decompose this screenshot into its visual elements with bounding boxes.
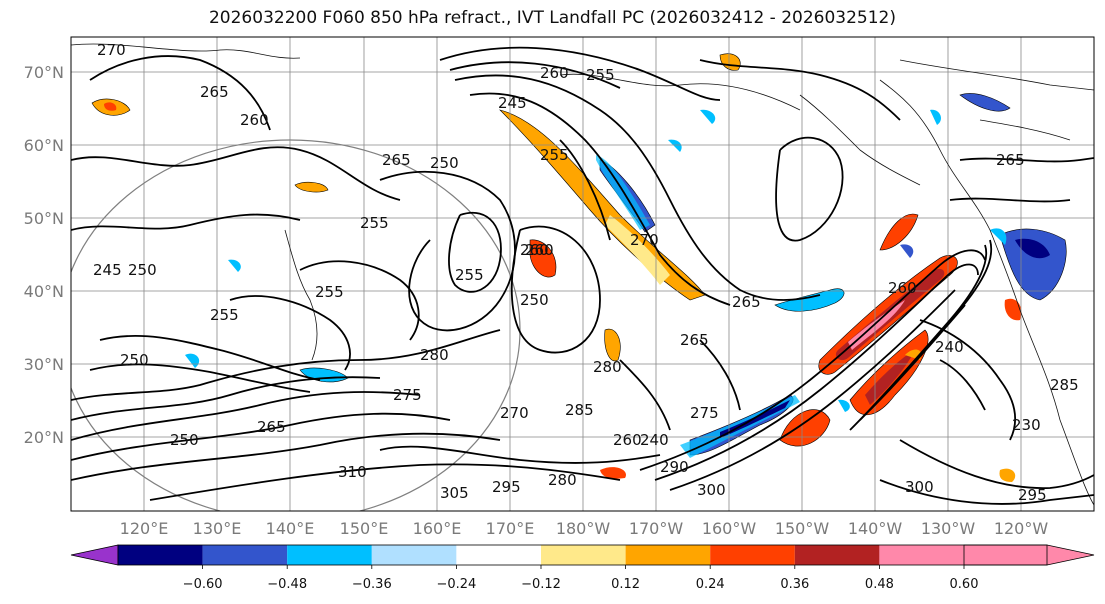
refractivity-contours bbox=[71, 46, 1094, 505]
contour-label: 290 bbox=[660, 458, 689, 476]
contour-label: 260 bbox=[888, 279, 917, 297]
contour-label: 255 bbox=[360, 214, 389, 232]
contour-label: 265 bbox=[680, 331, 709, 349]
colorbar-swatch bbox=[118, 545, 203, 565]
lon-label: 160°W bbox=[702, 519, 757, 538]
contour-label: 255 bbox=[586, 66, 615, 84]
contour-label: 285 bbox=[565, 401, 594, 419]
colorbar-tick-label: −0.12 bbox=[521, 577, 561, 592]
contour-label: 250 bbox=[128, 261, 157, 279]
colorbar: −0.60 −0.48 −0.36 −0.24 −0.12 0.12 0.24 … bbox=[70, 544, 1095, 592]
colorbar-tick-label: 0.48 bbox=[865, 577, 894, 592]
contour-label: 270 bbox=[630, 231, 659, 249]
coastlines bbox=[71, 43, 1094, 506]
lon-label: 170°E bbox=[486, 519, 535, 538]
colorbar-swatch bbox=[625, 545, 711, 565]
lat-label: 50°N bbox=[24, 209, 64, 228]
colorbar-tick-label: −0.48 bbox=[267, 577, 307, 592]
lon-label: 140°E bbox=[266, 519, 315, 538]
contour-label: 270 bbox=[97, 41, 126, 59]
contour-label: 250 bbox=[170, 431, 199, 449]
contour-label: 240 bbox=[935, 338, 964, 356]
contour-label: 245 bbox=[93, 261, 122, 279]
colorbar-tick-label: −0.36 bbox=[352, 577, 392, 592]
contour-label: 280 bbox=[548, 471, 577, 489]
contour-label: 260 bbox=[540, 64, 569, 82]
contour-labels: 270 265 260 245 255 260 255 265 250 255 … bbox=[93, 41, 1079, 504]
contour-label: 240 bbox=[640, 431, 669, 449]
contour-label: 285 bbox=[1050, 376, 1079, 394]
lon-label: 140°W bbox=[848, 519, 903, 538]
lon-label: 120°W bbox=[994, 519, 1049, 538]
colorbar-swatch bbox=[541, 545, 626, 565]
lat-label: 60°N bbox=[24, 136, 64, 155]
contour-label: 275 bbox=[393, 386, 422, 404]
contour-label: 295 bbox=[492, 478, 521, 496]
contour-label: 230 bbox=[1012, 416, 1041, 434]
colorbar-tick-label: −0.24 bbox=[436, 577, 476, 592]
colorbar-extend-right bbox=[963, 544, 1095, 566]
contour-label: 250 bbox=[520, 291, 549, 309]
lon-label: 150°E bbox=[340, 519, 389, 538]
map-frame bbox=[70, 36, 1095, 512]
graticule bbox=[71, 37, 1094, 511]
contour-label: 310 bbox=[338, 463, 367, 481]
contour-label: 275 bbox=[690, 404, 719, 422]
colorbar-extend-left bbox=[70, 544, 119, 566]
colorbar-tick-label: 0.24 bbox=[696, 577, 725, 592]
colorbar-outline bbox=[117, 544, 1048, 566]
lat-label: 40°N bbox=[24, 282, 64, 301]
contour-label: 300 bbox=[697, 481, 726, 499]
colorbar-swatch bbox=[371, 545, 457, 565]
contour-label: 265 bbox=[732, 293, 761, 311]
contour-label: 245 bbox=[498, 94, 527, 112]
colorbar-swatch bbox=[879, 545, 964, 565]
lon-label: 120°E bbox=[120, 519, 169, 538]
contour-label: 280 bbox=[420, 346, 449, 364]
contour-label: 265 bbox=[996, 151, 1025, 169]
colorbar-swatch bbox=[794, 545, 880, 565]
contour-label: 260 bbox=[613, 431, 642, 449]
contour-label: 250 bbox=[430, 154, 459, 172]
lat-label: 30°N bbox=[24, 355, 64, 374]
colorbar-tick-label: 0.36 bbox=[780, 577, 809, 592]
contour-label: 300 bbox=[905, 478, 934, 496]
contour-label: 265 bbox=[200, 83, 229, 101]
longitude-axis: 120°E 130°E 140°E 150°E 160°E 170°E 180°… bbox=[120, 519, 1049, 538]
lon-label: 160°E bbox=[413, 519, 462, 538]
colorbar-tick-label: 0.60 bbox=[950, 577, 979, 592]
lon-label: 170°W bbox=[629, 519, 684, 538]
contour-label: 265 bbox=[257, 418, 286, 436]
colorbar-swatch bbox=[202, 545, 288, 565]
colorbar-ticks bbox=[202, 565, 965, 569]
contour-label: 260 bbox=[240, 111, 269, 129]
contour-label: 260 bbox=[525, 241, 554, 259]
contour-label: 305 bbox=[440, 484, 469, 502]
colorbar-swatch bbox=[456, 545, 541, 565]
map-title: 2026032200 F060 850 hPa refract., IVT La… bbox=[208, 8, 896, 28]
contour-label: 260 bbox=[520, 241, 549, 259]
contour-label: 255 bbox=[540, 146, 569, 164]
lat-label: 70°N bbox=[24, 63, 64, 82]
contour-label: 295 bbox=[1018, 486, 1047, 504]
colorbar-tick-label: −0.60 bbox=[183, 577, 223, 592]
latitude-axis: 70°N 60°N 50°N 40°N 30°N 20°N bbox=[24, 63, 64, 447]
lon-label: 150°W bbox=[775, 519, 830, 538]
lon-label: 130°E bbox=[193, 519, 242, 538]
colorbar-tick-label: 0.12 bbox=[611, 577, 640, 592]
colorbar-swatch bbox=[710, 545, 795, 565]
contour-label: 270 bbox=[500, 404, 529, 422]
lat-label: 20°N bbox=[24, 428, 64, 447]
contour-label: 250 bbox=[120, 351, 149, 369]
contour-label: 265 bbox=[382, 151, 411, 169]
lon-label: 180°W bbox=[556, 519, 611, 538]
contour-label: 280 bbox=[593, 358, 622, 376]
colorbar-swatch bbox=[287, 545, 372, 565]
contour-label: 255 bbox=[455, 266, 484, 284]
contour-label: 255 bbox=[315, 283, 344, 301]
contour-label: 255 bbox=[210, 306, 239, 324]
lon-label: 130°W bbox=[921, 519, 976, 538]
